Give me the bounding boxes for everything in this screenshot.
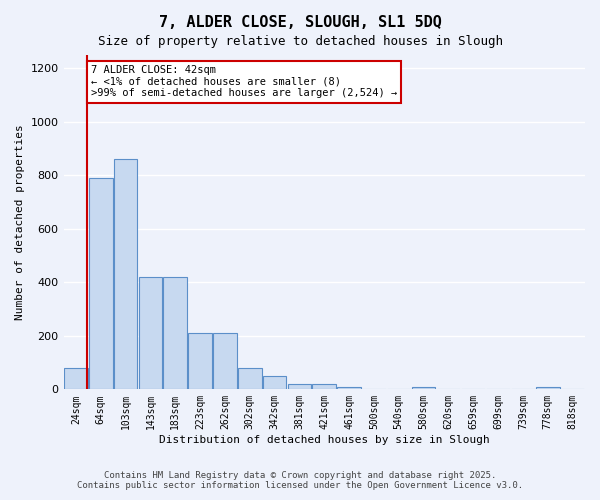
- X-axis label: Distribution of detached houses by size in Slough: Distribution of detached houses by size …: [159, 435, 490, 445]
- Bar: [188, 333, 212, 390]
- Bar: [263, 376, 286, 390]
- Text: Contains HM Land Registry data © Crown copyright and database right 2025.
Contai: Contains HM Land Registry data © Crown c…: [77, 470, 523, 490]
- Bar: [238, 368, 262, 390]
- Bar: [287, 384, 311, 390]
- Bar: [89, 178, 113, 390]
- Bar: [313, 384, 336, 390]
- Text: 7 ALDER CLOSE: 42sqm
← <1% of detached houses are smaller (8)
>99% of semi-detac: 7 ALDER CLOSE: 42sqm ← <1% of detached h…: [91, 65, 397, 98]
- Bar: [64, 368, 88, 390]
- Y-axis label: Number of detached properties: Number of detached properties: [15, 124, 25, 320]
- Bar: [213, 333, 237, 390]
- Bar: [139, 277, 162, 390]
- Text: Size of property relative to detached houses in Slough: Size of property relative to detached ho…: [97, 35, 503, 48]
- Bar: [536, 386, 560, 390]
- Bar: [412, 386, 436, 390]
- Bar: [337, 386, 361, 390]
- Bar: [114, 160, 137, 390]
- Bar: [163, 277, 187, 390]
- Text: 7, ALDER CLOSE, SLOUGH, SL1 5DQ: 7, ALDER CLOSE, SLOUGH, SL1 5DQ: [158, 15, 442, 30]
